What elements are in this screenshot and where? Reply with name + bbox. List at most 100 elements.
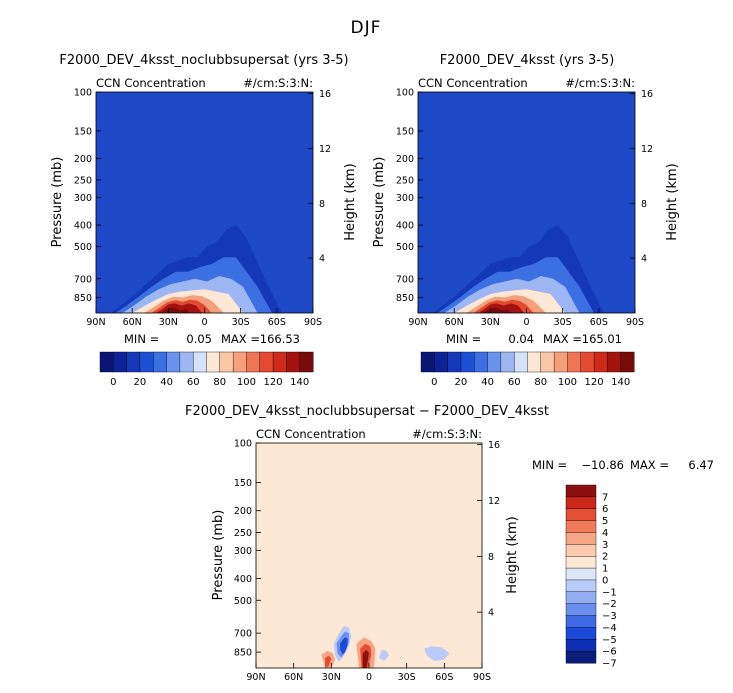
panel-diff-y-tick-label: 500	[234, 596, 252, 607]
panel-diff-y-tick-label: 300	[234, 546, 252, 557]
panel-left: F2000_DEV_4ksst_noclubbsupersat (yrs 3-5…	[50, 53, 358, 388]
panel-right-y2-tick-label: 8	[641, 199, 647, 210]
panel-diff-contour-4	[434, 443, 482, 501]
panel-left-y-tick-label: 150	[74, 126, 92, 137]
panel-right-colorbar-label: 100	[558, 377, 577, 388]
panel-left-min-value: 0.05	[186, 332, 212, 346]
panel-diff-colorbar-box	[565, 627, 597, 640]
panel-right-x-tick-label: 90S	[626, 317, 644, 328]
panel-left-y-tick-label: 200	[74, 154, 92, 165]
panel-diff-y2-tick-label: 16	[488, 440, 500, 451]
panel-diff-x-tick-label: 90N	[246, 672, 265, 683]
panel-right-units-label: #/cm:S:3:N:	[565, 76, 635, 90]
panel-diff-colorbar-label: 7	[602, 492, 608, 503]
panel-diff-max-label: MAX =	[630, 458, 669, 472]
panel-left-units-label: #/cm:S:3:N:	[243, 76, 313, 90]
panel-right-colorbar-box	[500, 351, 515, 373]
panel-diff-colorbar-label: 0	[602, 575, 608, 586]
panel-left-colorbar-box	[219, 351, 234, 373]
panel-left-colorbar-box	[179, 351, 194, 373]
panel-left-y2-tick-label: 12	[319, 144, 331, 155]
panel-left-colorbar-box	[232, 351, 247, 373]
panel-diff-x-tick-label: 60N	[284, 672, 303, 683]
panel-diff-colorbar-label: −5	[602, 635, 617, 646]
panel-right-colorbar-box	[620, 351, 635, 373]
panel-right-field-label: CCN Concentration	[418, 76, 528, 90]
panel-diff-min-label: MIN =	[532, 458, 567, 472]
panel-left-y2-axis-label: Height (km)	[343, 163, 358, 240]
panel-left-colorbar-box	[272, 351, 287, 373]
panel-left-x-tick-label: 90N	[86, 317, 105, 328]
panel-left-y-tick-label: 250	[74, 175, 92, 186]
panel-left-y2-tick-label: 16	[319, 89, 331, 100]
panel-diff-colorbar-box	[565, 603, 597, 617]
panel-diff-min-value: −10.86	[581, 458, 624, 472]
panel-right-colorbar-box	[474, 351, 489, 373]
panel-diff-title: F2000_DEV_4ksst_noclubbsupersat − F2000_…	[185, 404, 549, 419]
panel-left-y-tick-label: 850	[74, 293, 92, 304]
panel-left-colorbar-box	[192, 351, 208, 373]
panel-diff-x-tick-label: 30N	[322, 672, 341, 683]
panel-left-colorbar: 0 20 40 60 80 100 120 140	[99, 351, 314, 388]
panel-diff-colorbar-box	[565, 508, 597, 522]
panel-left-title: F2000_DEV_4ksst_noclubbsupersat (yrs 3-5…	[59, 53, 348, 68]
panel-diff-colorbar-box	[565, 496, 597, 510]
panel-left-colorbar-label: 60	[187, 377, 200, 388]
panel-right-min-label: MIN =	[446, 332, 481, 346]
panel-left-y-tick-label: 400	[74, 221, 92, 232]
panel-diff-colorbar-box	[565, 615, 597, 628]
panel-left-x-tick-label: 0	[201, 317, 207, 328]
panel-right-max-label: MAX =	[543, 332, 582, 346]
panel-right-y2-tick-label: 12	[641, 144, 653, 155]
panel-left-colorbar-box	[126, 351, 141, 373]
panel-right-colorbar-box	[553, 351, 568, 373]
panel-right-colorbar-box	[607, 351, 622, 373]
panel-right-colorbar-label: 20	[455, 377, 468, 388]
panel-left-y-tick-label: 300	[74, 193, 92, 204]
panel-left-colorbar-box	[99, 351, 114, 373]
panel-right-colorbar-box	[593, 351, 608, 373]
panel-left-x-tick-label: 30S	[232, 317, 250, 328]
panel-diff-units-label: #/cm:S:3:N:	[412, 427, 482, 441]
panel-diff-colorbar-label: −4	[602, 623, 617, 634]
panel-diff-colorbar-label: 4	[602, 528, 608, 539]
panel-diff-colorbar-label: 2	[602, 552, 608, 563]
panel-diff-contour-13	[424, 646, 450, 661]
panel-left-y-tick-label: 700	[74, 274, 92, 285]
panel-diff-colorbar-label: 5	[602, 516, 608, 527]
panel-left-colorbar-label: 140	[290, 377, 309, 388]
panel-left-y2-tick-label: 4	[319, 254, 325, 265]
panel-right-y2-tick-label: 4	[641, 254, 647, 265]
panel-diff-colorbar-label: −2	[602, 599, 617, 610]
panel-diff-x-tick-label: 60S	[435, 672, 453, 683]
panel-left-colorbar-box	[299, 351, 314, 373]
panel-diff: F2000_DEV_4ksst_noclubbsupersat − F2000_…	[185, 404, 714, 683]
panel-diff-colorbar-label: 1	[602, 564, 608, 575]
panel-right-y-tick-label: 850	[396, 293, 414, 304]
panel-right-colorbar-box	[527, 351, 542, 373]
panel-right-x-tick-label: 60N	[445, 317, 464, 328]
panel-diff-y-tick-label: 100	[234, 439, 252, 450]
panel-diff-field-label: CCN Concentration	[256, 427, 366, 441]
panel-right-colorbar-box	[460, 351, 475, 373]
panel-right-colorbar-box	[580, 351, 595, 373]
panel-right: F2000_DEV_4ksst (yrs 3-5) CCN Concentrat…	[372, 53, 680, 388]
panel-right-max-value: 165.01	[582, 332, 622, 346]
panel-diff-y2-tick-label: 4	[488, 608, 494, 619]
panel-diff-colorbar-label: −7	[602, 659, 617, 670]
panel-right-y-tick-label: 400	[396, 221, 414, 232]
panel-diff-y-tick-label: 250	[234, 528, 252, 539]
panel-diff-contour-9	[325, 655, 332, 668]
panel-diff-y-axis-label: Pressure (mb)	[211, 510, 226, 601]
panel-right-x-tick-label: 90N	[408, 317, 427, 328]
panel-diff-contour-14	[379, 649, 390, 661]
panel-right-x-tick-label: 60S	[590, 317, 608, 328]
panel-left-y2-tick-label: 8	[319, 199, 325, 210]
panel-left-y-axis-label: Pressure (mb)	[50, 157, 65, 248]
panel-right-x-tick-label: 30N	[481, 317, 500, 328]
panel-diff-x-tick-label: 30S	[398, 672, 416, 683]
panel-diff-colorbar-box	[565, 650, 597, 664]
panel-left-y-tick-label: 500	[74, 242, 92, 253]
